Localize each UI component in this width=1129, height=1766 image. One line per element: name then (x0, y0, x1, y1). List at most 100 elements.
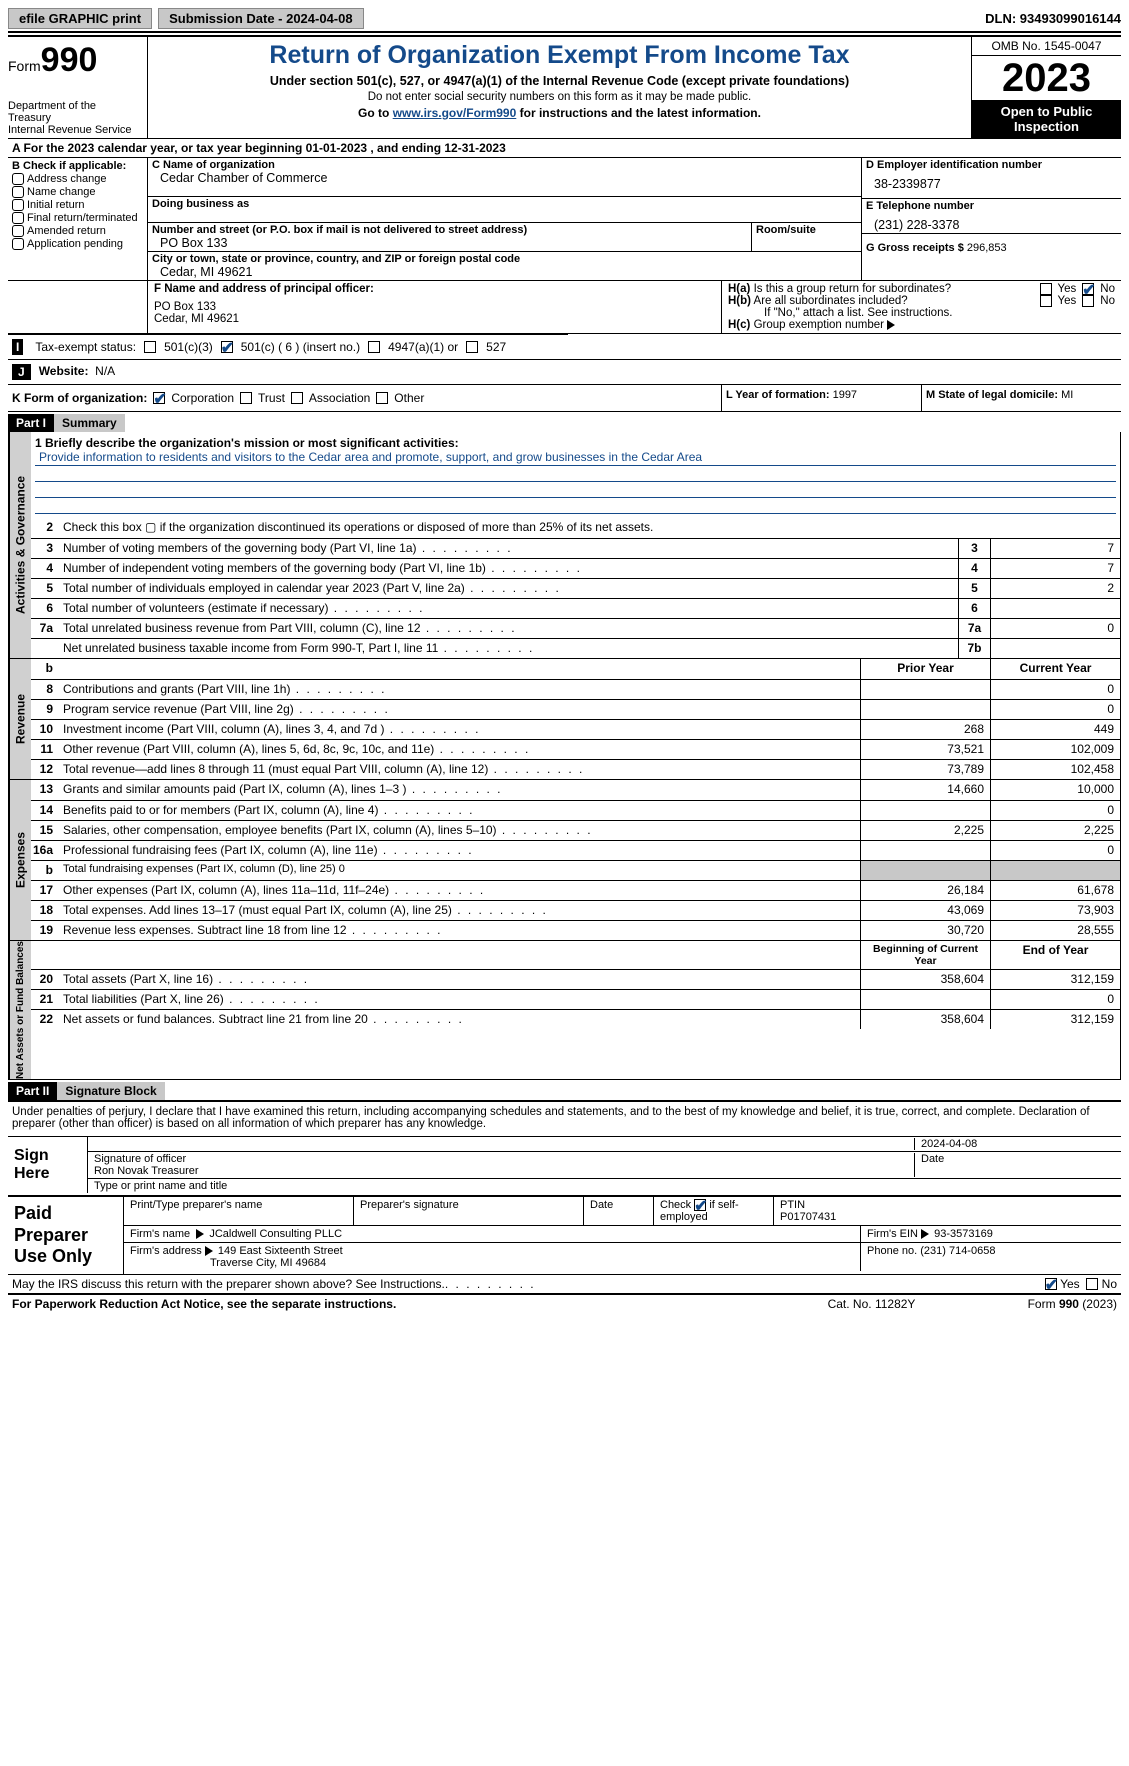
form-footer: Form 990 (2023) (1028, 1297, 1117, 1311)
m-value: MI (1061, 389, 1073, 401)
opt-other: Other (394, 391, 424, 405)
part2-title: Signature Block (57, 1082, 164, 1100)
ein-label: D Employer identification number (866, 159, 1042, 171)
summary-line: 2Check this box ▢ if the organization di… (31, 518, 1120, 538)
opt-501c: 501(c) ( 6 ) (insert no.) (241, 340, 360, 354)
box-h: H(a) Is this a group return for subordin… (721, 281, 1121, 333)
boxb-checkbox[interactable] (12, 238, 24, 250)
summary-line: 7aTotal unrelated business revenue from … (31, 618, 1120, 638)
summary-line: 3Number of voting members of the governi… (31, 538, 1120, 558)
exp-section: Expenses 13Grants and similar amounts pa… (8, 780, 1121, 941)
opt-4947: 4947(a)(1) or (388, 340, 458, 354)
boxb-item: Amended return (12, 225, 143, 237)
header-center: Return of Organization Exempt From Incom… (148, 37, 971, 138)
sig-date: 2024-04-08 (915, 1138, 1115, 1150)
boxb-checkbox[interactable] (12, 173, 24, 185)
part2-header: Part II (8, 1082, 57, 1100)
sub3-pre: Go to (358, 106, 393, 120)
type-name-label: Type or print name and title (88, 1179, 1121, 1193)
arrow-icon (196, 1229, 204, 1239)
prior-year-header: Prior Year (860, 659, 990, 679)
irs-link[interactable]: www.irs.gov/Form990 (393, 106, 517, 120)
signature-block: Under penalties of perjury, I declare th… (8, 1100, 1121, 1195)
mission-blank (35, 466, 1116, 482)
summary-line: 5Total number of individuals employed in… (31, 578, 1120, 598)
ha-no-checkbox[interactable] (1082, 283, 1094, 295)
summary-line: 18Total expenses. Add lines 13–17 (must … (31, 900, 1120, 920)
yes-label: Yes (1058, 295, 1077, 307)
submission-button[interactable]: Submission Date - 2024-04-08 (158, 8, 364, 29)
self-employed-checkbox[interactable] (694, 1199, 706, 1211)
efile-button[interactable]: efile GRAPHIC print (8, 8, 152, 29)
4947-checkbox[interactable] (368, 341, 380, 353)
boxb-checkbox[interactable] (12, 225, 24, 237)
boxb-checkbox[interactable] (12, 212, 24, 224)
current-year-header: Current Year (990, 659, 1120, 679)
summary-line: 9Program service revenue (Part VIII, lin… (31, 699, 1120, 719)
room-label: Room/suite (756, 224, 816, 236)
boxb-item-label: Address change (27, 173, 107, 185)
firm-ein: 93-3573169 (934, 1228, 993, 1240)
summary-line: 17Other expenses (Part IX, column (A), l… (31, 880, 1120, 900)
name-label: C Name of organization (152, 159, 275, 171)
sig-officer: Ron Novak Treasurer (94, 1165, 199, 1177)
discuss-row: May the IRS discuss this return with the… (8, 1275, 1121, 1295)
gov-section: Activities & Governance 1 Briefly descri… (8, 432, 1121, 659)
summary-line: 13Grants and similar amounts paid (Part … (31, 780, 1120, 800)
form-title: Return of Organization Exempt From Incom… (154, 41, 965, 70)
website-text: Website: (39, 364, 89, 380)
summary-line: 15Salaries, other compensation, employee… (31, 820, 1120, 840)
boxb-checkbox[interactable] (12, 199, 24, 211)
hb-no-checkbox[interactable] (1082, 295, 1094, 307)
box-c: C Name of organization Cedar Chamber of … (148, 158, 1121, 280)
527-checkbox[interactable] (466, 341, 478, 353)
no-label: No (1100, 295, 1115, 307)
arrow-icon (887, 320, 895, 330)
501c-checkbox[interactable] (221, 341, 233, 353)
part1-header-row: Part ISummary (8, 412, 1121, 432)
assoc-checkbox[interactable] (291, 392, 303, 404)
firm-ein-label: Firm's EIN (867, 1228, 918, 1240)
hb-yes-checkbox[interactable] (1040, 295, 1052, 307)
corp-checkbox[interactable] (153, 392, 165, 404)
mission-blank (35, 482, 1116, 498)
rev-section: Revenue b Prior Year Current Year 8Contr… (8, 659, 1121, 780)
firm-label: Firm's name (130, 1228, 190, 1240)
discuss-yes-checkbox[interactable] (1045, 1278, 1057, 1290)
na-section: Net Assets or Fund Balances Beginning of… (8, 941, 1121, 1080)
gross-value: 296,853 (967, 242, 1007, 254)
tax-year: 2023 (972, 56, 1121, 100)
summary-line: 12Total revenue—add lines 8 through 11 (… (31, 759, 1120, 779)
k-label: K Form of organization: (12, 391, 147, 405)
l-label: L Year of formation: (726, 389, 830, 401)
org-name: Cedar Chamber of Commerce (152, 171, 857, 185)
website-value: N/A (95, 364, 115, 380)
form-prefix: Form (8, 58, 41, 74)
tax-status-row: I Tax-exempt status: 501(c)(3) 501(c) ( … (8, 333, 1121, 359)
other-checkbox[interactable] (376, 392, 388, 404)
boxb-checkbox[interactable] (12, 186, 24, 198)
omb-number: OMB No. 1545-0047 (972, 37, 1121, 56)
box-b: B Check if applicable: Address changeNam… (8, 158, 148, 280)
summary-line: 19Revenue less expenses. Subtract line 1… (31, 920, 1120, 940)
dept-text: Department of the Treasury Internal Reve… (8, 100, 141, 134)
cat-no: Cat. No. 11282Y (828, 1297, 1028, 1311)
form-number: 990 (41, 41, 98, 79)
ha-yes-checkbox[interactable] (1040, 283, 1052, 295)
discuss-no-checkbox[interactable] (1086, 1278, 1098, 1290)
summary-line: 11Other revenue (Part VIII, column (A), … (31, 739, 1120, 759)
header-sub2: Do not enter social security numbers on … (154, 91, 965, 103)
summary-line: 10Investment income (Part VIII, column (… (31, 719, 1120, 739)
tel-value: (231) 228-3378 (866, 218, 1117, 232)
city-value: Cedar, MI 49621 (152, 265, 857, 279)
mission-blank (35, 498, 1116, 514)
opt-trust: Trust (258, 391, 285, 405)
i-label: I (12, 339, 23, 355)
trust-checkbox[interactable] (240, 392, 252, 404)
501c3-checkbox[interactable] (144, 341, 156, 353)
summary-line: 6Total number of volunteers (estimate if… (31, 598, 1120, 618)
l-value: 1997 (833, 389, 857, 401)
dba-label: Doing business as (152, 198, 249, 210)
boxb-item-label: Amended return (27, 225, 106, 237)
summary-line: 21Total liabilities (Part X, line 26)0 (31, 989, 1120, 1009)
